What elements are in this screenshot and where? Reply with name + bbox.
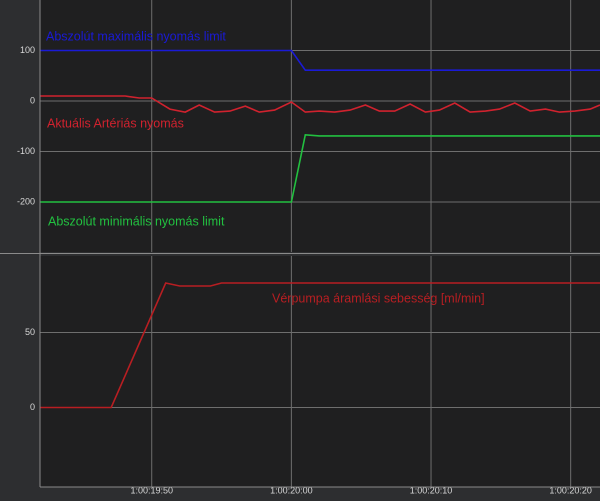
series-label: Vérpumpa áramlási sebesség [ml/min]: [272, 291, 485, 305]
x-tick-label: 1:00:20:00: [270, 485, 313, 495]
y-tick-label: -100: [17, 146, 35, 156]
y-tick-label: 100: [20, 45, 35, 55]
line-series: [40, 49, 600, 71]
x-tick-label: 1:00:20:10: [410, 485, 453, 495]
x-tick-label: 1:00:20:20: [549, 485, 592, 495]
plot-area: [40, 256, 600, 487]
plot-area: [40, 0, 600, 252]
y-tick-label: 0: [30, 95, 35, 105]
y-tick-label: 0: [30, 402, 35, 412]
series-label: Abszolút maximális nyomás limit: [46, 29, 226, 43]
line-series: [40, 133, 600, 203]
y-tick-label: -200: [17, 196, 35, 206]
x-tick-label: 1:00:19:50: [130, 485, 173, 495]
series-label: Aktuális Artériás nyomás: [47, 116, 184, 130]
series-label: Abszolút minimális nyomás limit: [48, 214, 225, 228]
line-series: [40, 282, 600, 409]
line-series: [40, 95, 600, 113]
y-tick-label: 50: [25, 327, 35, 337]
